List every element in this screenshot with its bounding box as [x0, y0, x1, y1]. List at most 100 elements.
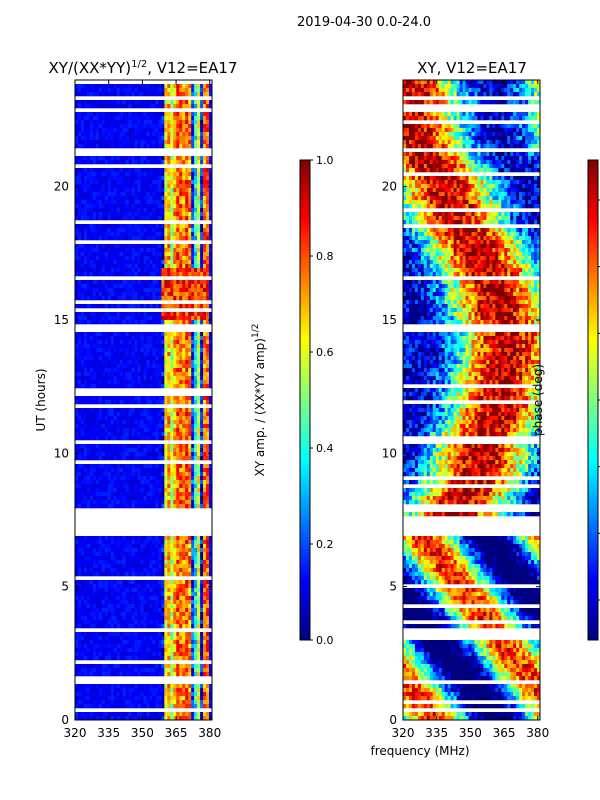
- amplitude-cell: [200, 124, 204, 129]
- amplitude-cell: [137, 112, 141, 117]
- amplitude-cell: [176, 540, 180, 545]
- amplitude-cell: [89, 464, 94, 469]
- amplitude-cell: [137, 548, 141, 553]
- amplitude-cell: [113, 400, 117, 405]
- amplitude-cell: [203, 332, 207, 337]
- amplitude-cell: [83, 132, 88, 137]
- amplitude-cell: [86, 612, 91, 617]
- amplitude-cell: [125, 124, 129, 129]
- amplitude-cell: [146, 304, 150, 309]
- amplitude-cell: [143, 488, 147, 493]
- amplitude-cell: [101, 176, 106, 181]
- amplitude-cell: [185, 268, 189, 273]
- amplitude-cell: [92, 504, 97, 509]
- amplitude-cell: [203, 172, 207, 177]
- amplitude-cell: [185, 604, 189, 609]
- amplitude-cell: [110, 296, 115, 301]
- amplitude-cell: [75, 396, 79, 401]
- amplitude-cell: [95, 156, 100, 161]
- amplitude-cell: [161, 612, 165, 617]
- amplitude-cell: [188, 272, 192, 277]
- amplitude-cell: [194, 464, 198, 469]
- amplitude-cell: [134, 112, 138, 117]
- amplitude-cell: [179, 416, 183, 421]
- amplitude-cell: [209, 428, 213, 433]
- amplitude-cell: [113, 436, 117, 441]
- amplitude-cell: [128, 420, 132, 425]
- amplitude-cell: [143, 292, 147, 297]
- amplitude-cell: [125, 448, 129, 453]
- amplitude-cell: [179, 316, 183, 321]
- amplitude-cell: [194, 272, 198, 277]
- amplitude-cell: [86, 500, 91, 505]
- amplitude-cell: [170, 544, 174, 549]
- amplitude-cell: [75, 504, 79, 509]
- amplitude-cell: [170, 456, 174, 461]
- amplitude-cell: [191, 356, 195, 361]
- amplitude-cell: [77, 544, 82, 549]
- amplitude-cell: [95, 160, 100, 165]
- amplitude-cell: [95, 480, 100, 485]
- amplitude-cell: [128, 496, 132, 501]
- amplitude-cell: [83, 424, 88, 429]
- amplitude-cell: [152, 372, 156, 377]
- amplitude-cell: [173, 228, 177, 233]
- amplitude-cell: [161, 312, 165, 317]
- amplitude-cell: [161, 192, 165, 197]
- amplitude-cell: [113, 552, 117, 557]
- amplitude-cell: [122, 168, 126, 173]
- amplitude-cell: [125, 196, 129, 201]
- amplitude-cell: [128, 120, 132, 125]
- amplitude-cell: [155, 572, 159, 577]
- amplitude-cell: [101, 92, 106, 97]
- amplitude-cell: [83, 396, 88, 401]
- amplitude-cell: [140, 396, 144, 401]
- amplitude-cell: [122, 248, 126, 253]
- amplitude-cell: [182, 600, 186, 605]
- amplitude-cell: [179, 612, 183, 617]
- amplitude-cell: [158, 476, 162, 481]
- amplitude-cell: [197, 604, 201, 609]
- amplitude-cell: [176, 136, 180, 141]
- amplitude-cell: [185, 492, 189, 497]
- amplitude-cell: [155, 120, 159, 125]
- amplitude-cell: [104, 492, 109, 497]
- amplitude-cell: [95, 348, 100, 353]
- amplitude-cell: [209, 340, 213, 345]
- amplitude-cell: [197, 88, 201, 93]
- amplitude-cell: [75, 500, 79, 505]
- amplitude-cell: [209, 604, 213, 609]
- amplitude-cell: [140, 304, 144, 309]
- amplitude-cell: [125, 316, 129, 321]
- amplitude-cell: [104, 384, 109, 389]
- amplitude-cell: [179, 436, 183, 441]
- amplitude-cell: [173, 412, 177, 417]
- amplitude-cell: [77, 136, 82, 141]
- amplitude-cell: [125, 568, 129, 573]
- amplitude-cell: [167, 176, 171, 181]
- amplitude-cell: [206, 344, 210, 349]
- amplitude-cell: [125, 180, 129, 185]
- amplitude-cell: [170, 216, 174, 221]
- amplitude-cell: [83, 104, 88, 109]
- amplitude-cell: [86, 168, 91, 173]
- amplitude-cell: [197, 304, 201, 309]
- amplitude-cell: [185, 436, 189, 441]
- amplitude-cell: [98, 476, 103, 481]
- amplitude-cell: [116, 244, 120, 249]
- amplitude-cell: [146, 196, 150, 201]
- amplitude-cell: [89, 168, 94, 173]
- amplitude-cell: [203, 416, 207, 421]
- amplitude-cell: [89, 580, 94, 585]
- amplitude-cell: [125, 456, 129, 461]
- amplitude-cell: [200, 336, 204, 341]
- amplitude-cell: [128, 228, 132, 233]
- amplitude-cell: [116, 288, 120, 293]
- amplitude-cell: [206, 480, 210, 485]
- amplitude-cell: [104, 500, 109, 505]
- amplitude-cell: [128, 372, 132, 377]
- amplitude-cell: [113, 424, 117, 429]
- amplitude-cell: [143, 396, 147, 401]
- amplitude-cell: [194, 92, 198, 97]
- amplitude-cell: [161, 236, 165, 241]
